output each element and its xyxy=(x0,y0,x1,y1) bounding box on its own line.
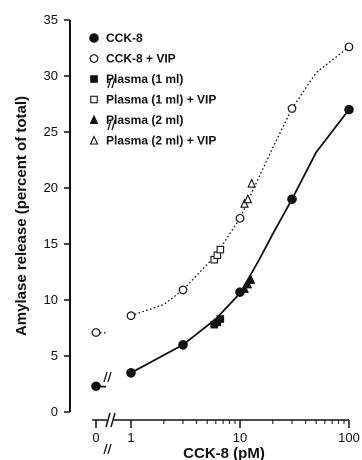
legend-marker-plasma-2-ml xyxy=(89,114,99,125)
legend-label-cck-8-vip: CCK-8 + VIP xyxy=(106,52,176,66)
y-tick-label: 15 xyxy=(44,236,58,251)
y-tick-label: 30 xyxy=(44,68,58,83)
axis-break-mark-cck8-vip xyxy=(107,77,116,89)
data-point-plasma-2-ml-vip xyxy=(243,193,253,204)
y-tick-label: 10 xyxy=(44,292,58,307)
axis-break-mark-cck8-lower xyxy=(103,443,112,455)
legend-label-plasma-2-ml: Plasma (2 ml) xyxy=(106,113,183,127)
curve-stub-cck-8-vip xyxy=(95,331,107,334)
plot-axis-breaks xyxy=(103,77,116,455)
legend-label-plasma-1-ml: Plasma (1 ml) xyxy=(106,72,183,86)
axis-break-mark-cck8-vip-lower xyxy=(103,371,112,383)
data-point-cck-8-vip xyxy=(91,328,101,337)
legend: CCK-8 CCK-8 + VIP Plasma (1 ml) Plasma (1 m… xyxy=(89,31,216,148)
legend-label-cck-8: CCK-8 xyxy=(106,31,143,45)
legend-label-plasma-1-ml-vip: Plasma (1 ml) + VIP xyxy=(106,93,216,107)
y-tick-label: 0 xyxy=(51,404,58,419)
y-tick-label: 20 xyxy=(44,180,58,195)
legend-marker-cck-8-vip xyxy=(89,54,99,63)
data-point-plasma-2-ml xyxy=(240,283,249,293)
data-point-cck-8-vip xyxy=(235,213,245,223)
y-axis-title: Amylase release (percent of total) xyxy=(13,96,30,336)
y-axis: 0 5 10 15 20 25 30 35 Amylase release (percent … xyxy=(13,12,71,419)
legend-label-plasma-2-ml-vip: Plasma (2 ml) + VIP xyxy=(106,134,216,148)
data-points xyxy=(91,42,354,392)
data-point-cck-8-vip xyxy=(344,42,354,52)
x-ticks: 0 1 10 100 xyxy=(92,420,360,445)
x-tick-label: 100 xyxy=(338,430,360,445)
legend-marker-plasma-1-ml-vip xyxy=(90,95,98,104)
data-point-cck-8 xyxy=(126,367,136,378)
x-axis-title: CCK-8 (pM) xyxy=(183,445,265,460)
axis-break-mark-cck8 xyxy=(107,119,116,131)
data-point-cck-8-vip xyxy=(287,104,297,113)
data-point-plasma-2-ml xyxy=(243,279,253,289)
data-point-cck-8 xyxy=(344,104,354,115)
data-point-plasma-2-ml-vip xyxy=(240,198,249,208)
data-point-plasma-1-ml xyxy=(216,315,225,323)
data-point-cck-8-vip xyxy=(126,311,136,321)
x-axis-break-mark-2 xyxy=(110,412,116,428)
x-tick-label: 0 xyxy=(92,430,99,445)
data-point-cck-8 xyxy=(178,339,188,350)
data-point-cck-8-vip xyxy=(178,285,188,295)
x-axis: 0 1 10 100 CCK-8 (pM) xyxy=(92,412,360,460)
x-tick-label: 1 xyxy=(127,430,134,445)
data-point-plasma-2-ml-vip xyxy=(247,178,257,188)
y-ticks: 0 5 10 15 20 25 30 35 xyxy=(44,12,70,419)
y-tick-label: 5 xyxy=(51,348,58,363)
data-point-cck-8 xyxy=(287,194,297,204)
x-axis-break-mark-1 xyxy=(105,412,111,428)
y-tick-label: 25 xyxy=(44,124,58,139)
data-point-plasma-2-ml xyxy=(246,274,256,284)
data-point-cck-8 xyxy=(91,381,101,392)
data-point-plasma-1-ml-vip xyxy=(216,245,225,254)
x-tick-label: 10 xyxy=(233,430,247,445)
legend-marker-plasma-1-ml xyxy=(90,75,98,83)
curve-cck-8 xyxy=(130,109,350,374)
y-tick-label: 35 xyxy=(44,12,58,27)
curve-cck-8-vip xyxy=(130,46,350,317)
legend-marker-plasma-2-ml-vip xyxy=(89,135,99,145)
legend-marker-cck-8 xyxy=(89,33,99,43)
